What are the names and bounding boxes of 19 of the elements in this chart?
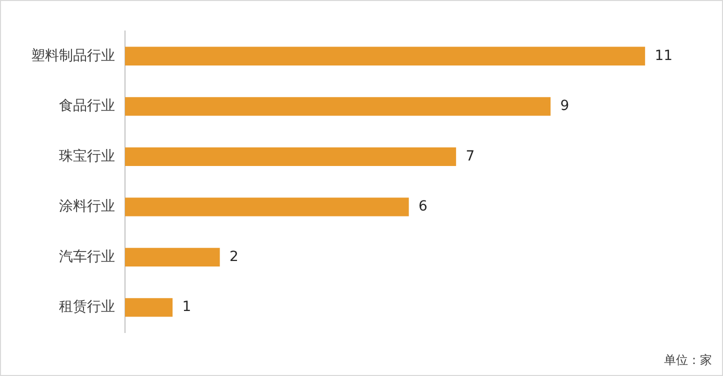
bar (125, 46, 646, 66)
data-label: 9 (560, 98, 570, 114)
y-tick-label: 珠宝行业 (59, 148, 115, 164)
data-label: 11 (654, 48, 673, 64)
y-tick-label: 汽车行业 (59, 248, 115, 265)
text: 单位：家 (664, 352, 712, 369)
bar (125, 198, 409, 216)
bar (125, 97, 551, 116)
bar (125, 298, 173, 317)
y-tick-label: 租赁行业 (59, 299, 115, 316)
y-tick-label: 食品行业 (59, 98, 115, 114)
data-label: 6 (418, 198, 428, 215)
bar (125, 147, 456, 166)
y-tick-label: 涂料行业 (59, 198, 115, 215)
data-label: 7 (466, 148, 475, 164)
data-label: 2 (230, 248, 238, 265)
bar (125, 248, 220, 267)
data-label: 1 (182, 299, 192, 316)
y-tick-label: 塑料制品行业 (31, 48, 115, 64)
